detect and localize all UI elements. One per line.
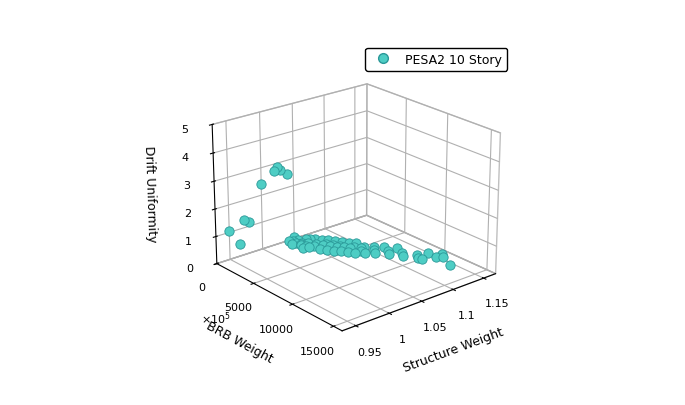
Y-axis label: BRB Weight: BRB Weight [204,318,275,365]
X-axis label: Structure Weight: Structure Weight [401,325,506,374]
Legend: PESA2 10 Story: PESA2 10 Story [366,49,508,72]
Text: $\times10^5$: $\times10^5$ [201,310,231,326]
